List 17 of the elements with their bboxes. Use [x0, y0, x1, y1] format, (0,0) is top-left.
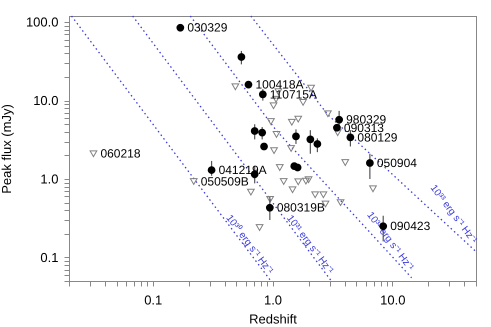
y-axis-title: Peak flux (mJy) [0, 104, 14, 194]
y-tick-label: 100.0 [26, 14, 58, 30]
annotation: 050509B [200, 174, 249, 188]
annotation: 090423 [390, 219, 431, 234]
annotation: 030329 [187, 20, 228, 35]
y-tick-label: 1.0 [40, 172, 58, 187]
x-tick-label: 0.1 [144, 292, 162, 308]
annotation: 080319B [276, 200, 325, 215]
x-tick-label: 10.0 [380, 292, 406, 308]
x-tick-label: 1.0 [264, 292, 282, 308]
y-tick-label: 0.1 [40, 250, 58, 265]
x-axis-title: Redshift [249, 312, 298, 326]
y-tick-label: 10.0 [33, 93, 58, 108]
text: 10³¹ erg s⁻¹ Hz⁻¹ [284, 213, 336, 277]
text: 10³⁰ erg s⁻¹ Hz⁻¹ [223, 212, 276, 277]
annotation: 060218 [100, 146, 141, 161]
annotation: 050904 [376, 156, 418, 170]
